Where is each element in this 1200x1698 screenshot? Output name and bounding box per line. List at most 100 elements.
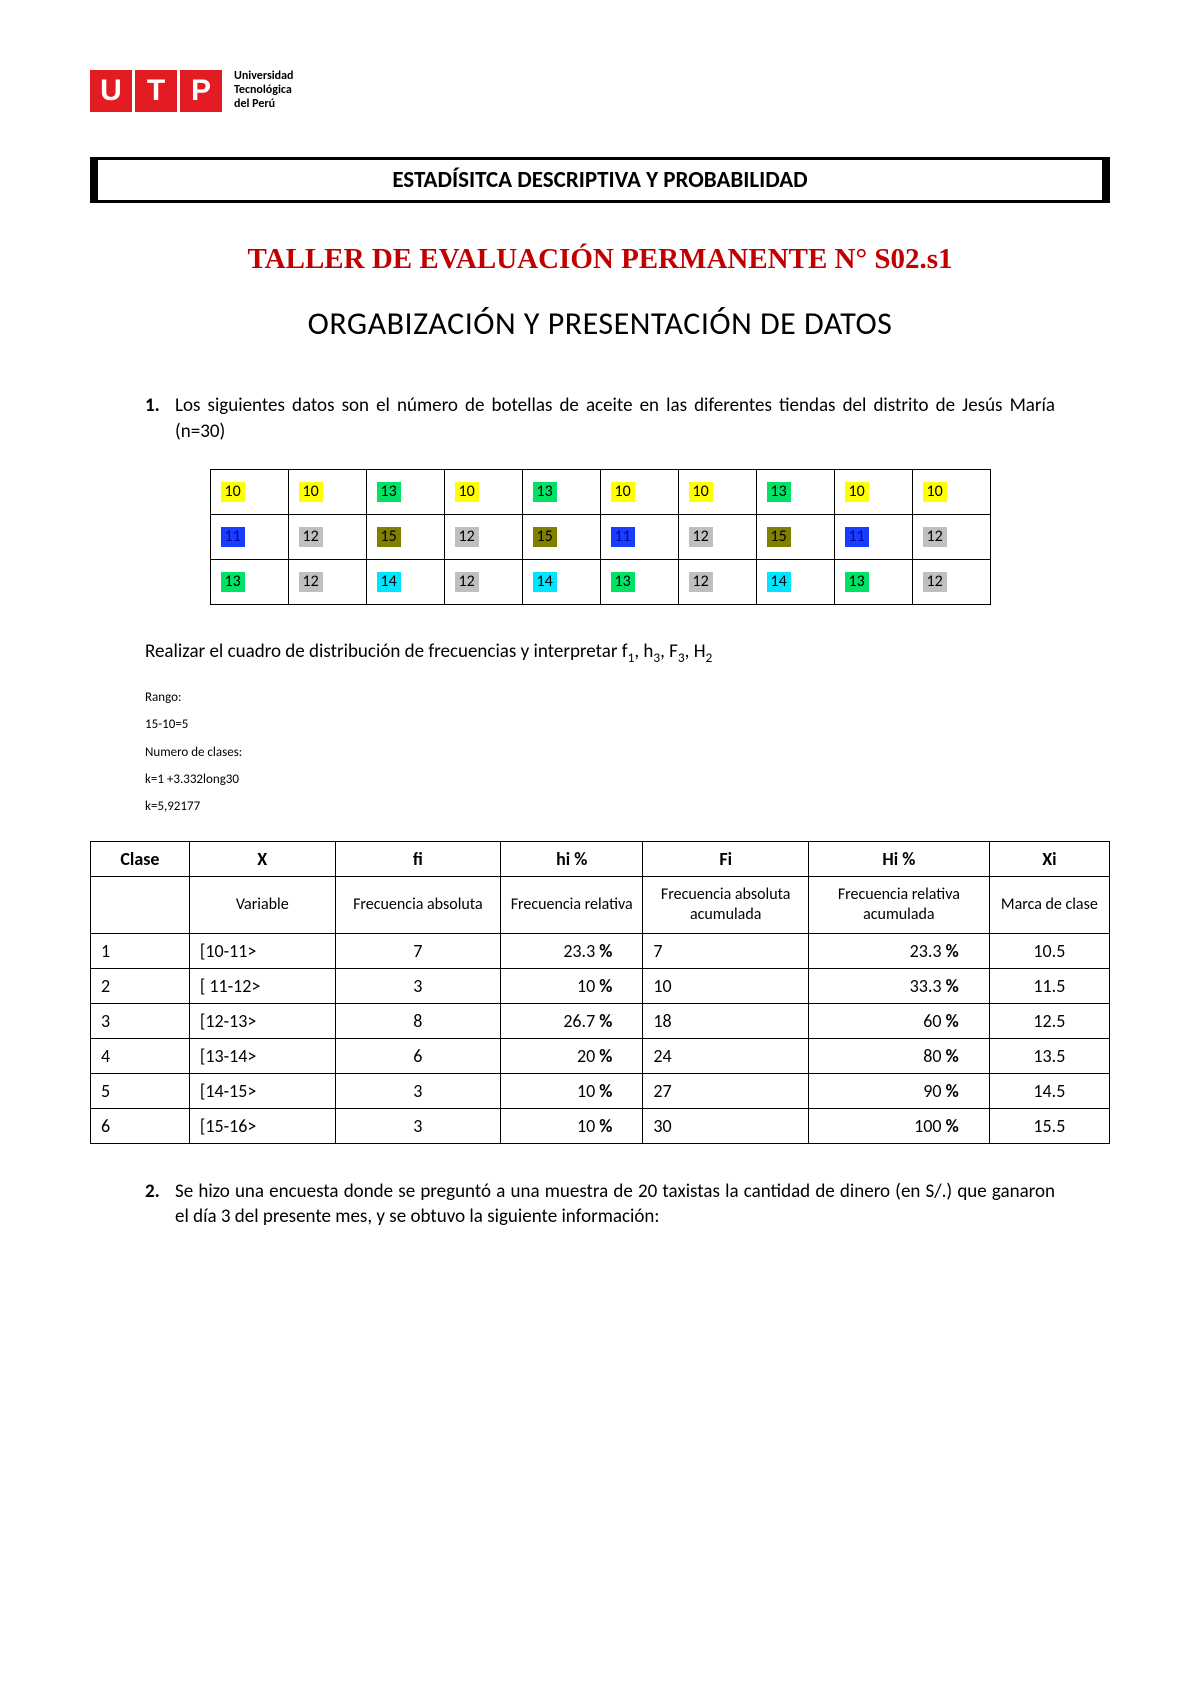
freq-cell: 20 % (500, 1038, 642, 1073)
freq-sublabel: Variable (189, 876, 335, 933)
freq-cell: [14-15> (189, 1073, 335, 1108)
freq-cell: 10 (643, 968, 809, 1003)
freq-cell: 3 (335, 968, 500, 1003)
freq-cell: 100 % (808, 1108, 989, 1143)
freq-sublabel: Frecuencia relativa (500, 876, 642, 933)
freq-sublabel: Frecuencia relativa acumulada (808, 876, 989, 933)
freq-cell: 3 (335, 1108, 500, 1143)
freq-cell: 4 (91, 1038, 190, 1073)
freq-cell: 3 (335, 1073, 500, 1108)
data-grid-cell: 13 (522, 470, 600, 515)
calc-k-formula: k=1 +3.332long30 (145, 766, 1055, 793)
data-grid-cell: 14 (756, 560, 834, 605)
freq-cell: 3 (91, 1003, 190, 1038)
freq-sublabel: Marca de clase (989, 876, 1109, 933)
question-2-text: Se hizo una encuesta donde se preguntó a… (175, 1179, 1055, 1230)
freq-cell: 30 (643, 1108, 809, 1143)
data-grid-cell: 15 (366, 515, 444, 560)
question-1-number: 1. (145, 393, 167, 444)
freq-cell: 10 % (500, 968, 642, 1003)
data-grid-cell: 12 (444, 560, 522, 605)
freq-cell: [ 11-12> (189, 968, 335, 1003)
question-2: 2. Se hizo una encuesta donde se pregunt… (145, 1179, 1055, 1230)
freq-cell: 24 (643, 1038, 809, 1073)
freq-cell: 10 % (500, 1073, 642, 1108)
data-grid-cell: 13 (210, 560, 288, 605)
logo: U T P Universidad Tecnológica del Perú (90, 70, 1110, 112)
freq-sublabel: Frecuencia absoluta acumulada (643, 876, 809, 933)
calc-k-value: k=5,92177 (145, 793, 1055, 820)
freq-cell: 27 (643, 1073, 809, 1108)
data-grid-cell: 11 (834, 515, 912, 560)
freq-sublabel: Frecuencia absoluta (335, 876, 500, 933)
freq-header: Clase (91, 841, 190, 876)
logo-line-1: Universidad (234, 70, 293, 84)
data-grid-cell: 11 (210, 515, 288, 560)
freq-cell: 2 (91, 968, 190, 1003)
data-grid-cell: 14 (366, 560, 444, 605)
data-grid-cell: 11 (600, 515, 678, 560)
freq-row: 3[12-13>826.7 %1860 %12.5 (91, 1003, 1110, 1038)
freq-cell: 1 (91, 933, 190, 968)
calculation-lines: Rango: 15-10=5 Numero de clases: k=1 +3.… (145, 684, 1055, 820)
freq-row: 4[13-14>620 %2480 %13.5 (91, 1038, 1110, 1073)
freq-cell: 10.5 (989, 933, 1109, 968)
data-grid-cell: 13 (366, 470, 444, 515)
data-grid-cell: 14 (522, 560, 600, 605)
data-grid-cell: 10 (288, 470, 366, 515)
freq-header: Xi (989, 841, 1109, 876)
data-grid-cell: 12 (288, 560, 366, 605)
data-grid-cell: 10 (834, 470, 912, 515)
instruction-prefix: Realizar el cuadro de distribución de fr… (145, 640, 628, 663)
logo-letter-t: T (135, 70, 177, 112)
freq-cell: 7 (335, 933, 500, 968)
freq-header: Fi (643, 841, 809, 876)
freq-header: Hi % (808, 841, 989, 876)
freq-cell: 18 (643, 1003, 809, 1038)
instruction: Realizar el cuadro de distribución de fr… (145, 640, 1055, 666)
data-grid-cell: 10 (912, 470, 990, 515)
freq-cell: [15-16> (189, 1108, 335, 1143)
calc-rango-label: Rango: (145, 684, 1055, 711)
data-grid-cell: 13 (600, 560, 678, 605)
freq-header: X (189, 841, 335, 876)
freq-sublabel (91, 876, 190, 933)
data-grid-cell: 12 (678, 560, 756, 605)
calc-rango-value: 15-10=5 (145, 711, 1055, 738)
freq-cell: 5 (91, 1073, 190, 1108)
question-2-number: 2. (145, 1179, 167, 1230)
calc-clases-label: Numero de clases: (145, 739, 1055, 766)
data-grid-row: 13121412141312141312 (210, 560, 990, 605)
data-grid-cell: 10 (600, 470, 678, 515)
data-grid-table: 1010131013101013101011121512151112151112… (210, 469, 991, 605)
freq-cell: [10-11> (189, 933, 335, 968)
data-grid-cell: 12 (444, 515, 522, 560)
logo-boxes: U T P (90, 70, 222, 112)
question-1: 1. Los siguientes datos son el número de… (145, 393, 1055, 444)
freq-cell: 6 (91, 1108, 190, 1143)
freq-cell: 33.3 % (808, 968, 989, 1003)
freq-header: hi % (500, 841, 642, 876)
logo-line-2: Tecnológica (234, 84, 293, 98)
logo-letter-p: P (180, 70, 222, 112)
data-grid-cell: 12 (678, 515, 756, 560)
freq-row: 6[15-16>310 %30100 %15.5 (91, 1108, 1110, 1143)
data-grid-cell: 12 (912, 560, 990, 605)
data-grid-cell: 15 (756, 515, 834, 560)
data-grid-cell: 10 (444, 470, 522, 515)
freq-cell: 7 (643, 933, 809, 968)
logo-line-3: del Perú (234, 98, 293, 112)
data-grid-row: 11121512151112151112 (210, 515, 990, 560)
logo-text: Universidad Tecnológica del Perú (234, 70, 293, 111)
freq-cell: 60 % (808, 1003, 989, 1038)
freq-cell: 14.5 (989, 1073, 1109, 1108)
freq-cell: 23.3 % (808, 933, 989, 968)
data-grid-cell: 10 (210, 470, 288, 515)
freq-cell: 12.5 (989, 1003, 1109, 1038)
freq-cell: 90 % (808, 1073, 989, 1108)
freq-cell: 10 % (500, 1108, 642, 1143)
freq-cell: [13-14> (189, 1038, 335, 1073)
freq-cell: 11.5 (989, 968, 1109, 1003)
freq-cell: 15.5 (989, 1108, 1109, 1143)
course-title: ESTADÍSITCA DESCRIPTIVA Y PROBABILIDAD (90, 157, 1110, 203)
